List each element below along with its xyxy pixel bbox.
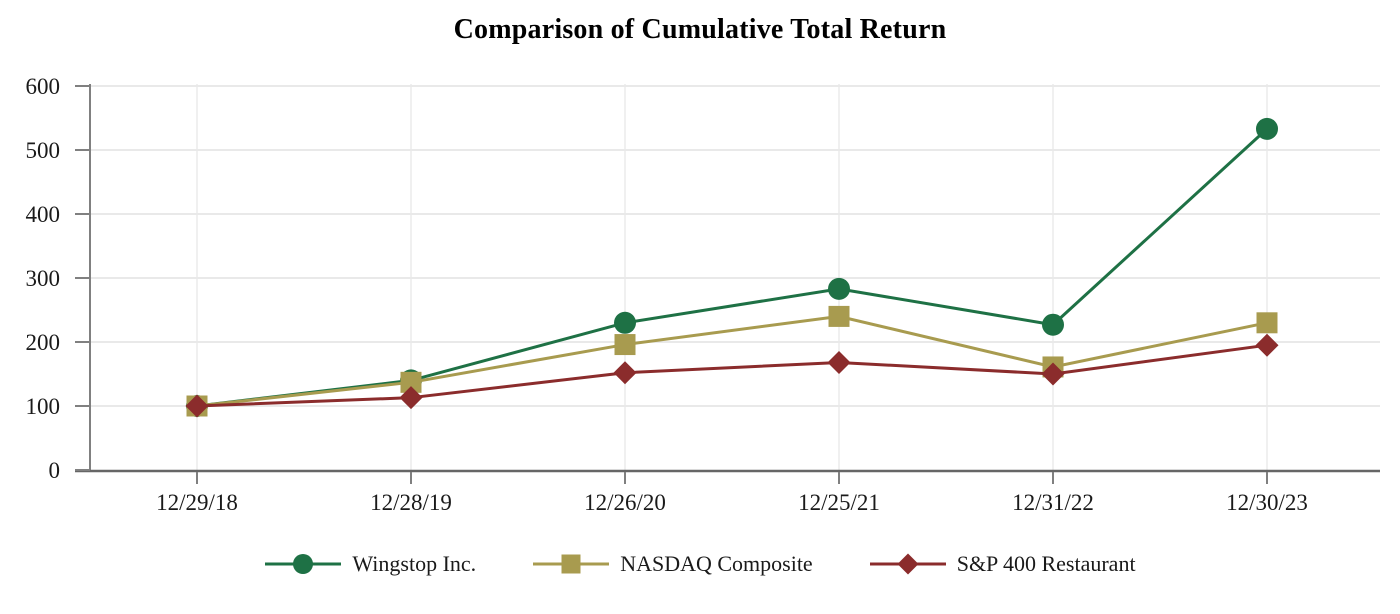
diamond-marker xyxy=(399,386,423,410)
y-tick-label: 100 xyxy=(26,394,61,419)
legend-swatch xyxy=(533,554,610,574)
diamond-marker xyxy=(1255,333,1279,357)
y-tick-label: 400 xyxy=(26,202,61,227)
legend-label: S&P 400 Restaurant xyxy=(956,551,1136,576)
series-s-p-400-restaurant xyxy=(185,333,1279,418)
x-tick-label: 12/26/20 xyxy=(584,490,666,515)
legend-item-wingstop-inc: Wingstop Inc. xyxy=(264,551,476,577)
series-line xyxy=(196,127,1269,408)
legend-item-s-p-400-restaurant: S&P 400 Restaurant xyxy=(869,551,1136,577)
diamond-marker xyxy=(897,553,919,575)
x-tick-label: 12/28/19 xyxy=(370,490,452,515)
legend: Wingstop Inc. NASDAQ Composite S&P 400 Res… xyxy=(0,551,1400,577)
circle-marker xyxy=(828,277,850,300)
x-tick-label: 12/29/18 xyxy=(156,490,238,515)
diamond-marker xyxy=(1041,362,1065,386)
y-tick-label: 200 xyxy=(26,330,61,355)
square-marker xyxy=(561,554,581,574)
circle-marker xyxy=(1256,117,1278,140)
legend-label: Wingstop Inc. xyxy=(352,551,477,576)
x-tick-label: 12/25/21 xyxy=(798,490,880,515)
legend-swatch xyxy=(265,554,342,574)
y-tick-label: 0 xyxy=(49,458,61,483)
diamond-marker xyxy=(613,361,637,385)
x-tick-label: 12/30/23 xyxy=(1226,490,1308,515)
series-line xyxy=(196,314,1268,408)
series-wingstop-inc xyxy=(186,117,1278,417)
legend-swatch xyxy=(869,553,946,575)
circle-marker xyxy=(1042,313,1064,336)
square-marker xyxy=(828,305,850,327)
legend-label: NASDAQ Composite xyxy=(620,551,813,576)
diamond-marker xyxy=(827,350,851,374)
diamond-marker xyxy=(185,394,209,418)
circle-marker xyxy=(293,554,314,574)
series-line xyxy=(196,343,1268,408)
y-tick-label: 600 xyxy=(26,74,61,99)
square-marker xyxy=(400,371,422,393)
chart-title: Comparison of Cumulative Total Return xyxy=(453,14,947,45)
legend-item-nasdaq-composite: NASDAQ Composite xyxy=(532,551,813,577)
y-tick-label: 300 xyxy=(26,266,61,291)
square-marker xyxy=(614,334,636,356)
x-tick-label: 12/31/22 xyxy=(1012,490,1094,515)
circle-marker xyxy=(614,311,636,334)
y-tick-label: 500 xyxy=(26,138,61,163)
square-marker xyxy=(1256,312,1278,334)
